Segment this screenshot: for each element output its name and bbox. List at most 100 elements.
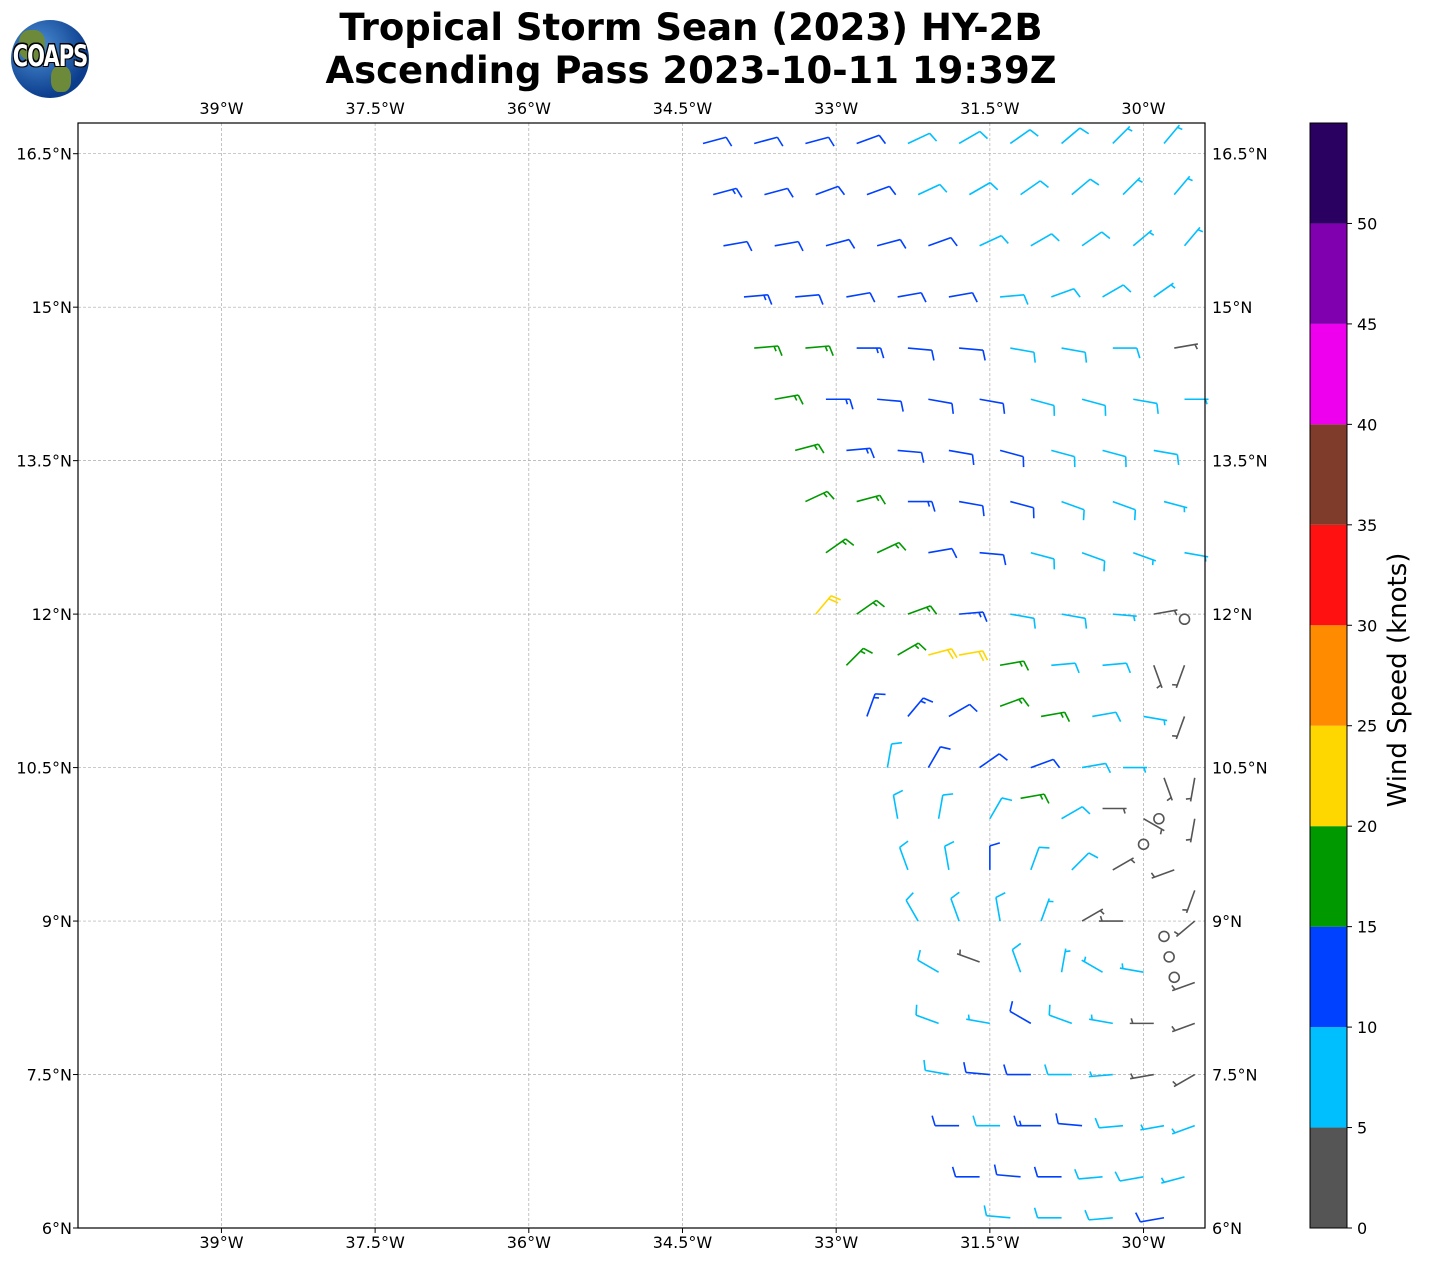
wind-barb bbox=[1172, 1073, 1196, 1088]
barb-staff bbox=[1140, 1124, 1165, 1131]
wind-barb bbox=[1153, 282, 1176, 298]
wind-barb bbox=[805, 136, 835, 147]
wind-barb bbox=[764, 187, 794, 198]
wind-barb bbox=[907, 132, 938, 145]
barb-half-tick bbox=[1197, 228, 1204, 233]
wind-barb bbox=[1030, 846, 1050, 871]
barb-staff bbox=[877, 398, 902, 403]
barb-half-tick bbox=[1171, 984, 1176, 991]
barb-full-tick bbox=[828, 598, 839, 604]
wind-barb bbox=[1163, 951, 1175, 963]
wind-barb bbox=[866, 693, 886, 717]
barb-staff bbox=[1030, 847, 1040, 871]
colorbar-segment bbox=[1310, 323, 1347, 425]
lat-tick-label-left: 13.5°N bbox=[16, 452, 72, 471]
barb-full-tick bbox=[1084, 618, 1088, 629]
wind-barb bbox=[1172, 664, 1186, 689]
wind-barb bbox=[1074, 1168, 1103, 1180]
barb-half-tick bbox=[1018, 1120, 1022, 1126]
barb-staff bbox=[1143, 715, 1168, 722]
wind-barb bbox=[1171, 1022, 1196, 1033]
barb-full-tick bbox=[915, 1004, 918, 1016]
barb-half-tick bbox=[1166, 796, 1172, 802]
barb-staff bbox=[846, 291, 871, 298]
wind-barb bbox=[866, 185, 897, 196]
lat-tick-label-right: 15°N bbox=[1212, 298, 1252, 317]
wind-barb bbox=[1163, 124, 1183, 144]
barb-half-tick bbox=[1122, 808, 1126, 814]
wind-barb bbox=[897, 291, 927, 303]
wind-barb bbox=[1143, 715, 1168, 726]
wind-barb bbox=[1112, 613, 1137, 622]
wind-barb bbox=[1010, 347, 1036, 363]
barb-staff bbox=[866, 693, 876, 717]
wind-barb bbox=[1081, 956, 1103, 973]
lat-tick-label-right: 9°N bbox=[1212, 912, 1242, 931]
axis-ticks: 39°W 39°W 37.5°W 37.5°W 36°W 36°W 34.5°W 34.5°W… bbox=[16, 99, 1267, 1252]
barb-full-tick bbox=[1081, 806, 1091, 815]
barb-staff bbox=[1163, 124, 1181, 144]
barb-staff bbox=[1030, 398, 1055, 407]
barb-staff bbox=[805, 136, 829, 145]
plot-frame bbox=[78, 123, 1205, 1228]
wind-barb bbox=[1084, 1209, 1113, 1221]
wind-barb bbox=[1173, 175, 1193, 196]
barb-staff bbox=[805, 490, 828, 503]
wind-barb bbox=[1183, 226, 1204, 247]
barb-staff bbox=[989, 797, 1003, 820]
wind-barb bbox=[805, 345, 834, 356]
plot-border bbox=[77, 122, 1206, 1229]
wind-barb bbox=[1163, 777, 1173, 802]
wind-barb bbox=[846, 291, 876, 303]
lat-tick-label-right: 7.5°N bbox=[1212, 1066, 1257, 1085]
barb-full-tick bbox=[947, 649, 954, 660]
barb-staff bbox=[1078, 1176, 1103, 1180]
barb-staff bbox=[702, 136, 727, 145]
wind-barb bbox=[1020, 793, 1050, 804]
wind-barb bbox=[1143, 818, 1165, 835]
wind-barb bbox=[1129, 1073, 1154, 1080]
barb-full-tick bbox=[1033, 618, 1036, 629]
barb-staff bbox=[958, 500, 983, 507]
wind-barb bbox=[1051, 449, 1076, 468]
calm-circle bbox=[1178, 613, 1191, 626]
wind-barb bbox=[928, 398, 955, 414]
wind-barb bbox=[1153, 664, 1163, 689]
barb-staff bbox=[1175, 920, 1196, 938]
barb-half-tick bbox=[763, 294, 767, 301]
wind-barb bbox=[931, 1115, 960, 1127]
barb-full-tick bbox=[982, 350, 986, 361]
lon-tick-label-bottom: 37.5°W bbox=[345, 1233, 405, 1252]
barb-full-tick bbox=[1133, 509, 1137, 521]
barb-full-tick bbox=[920, 452, 925, 463]
barb-full-tick bbox=[1055, 1113, 1059, 1124]
wind-barb bbox=[856, 347, 885, 359]
barb-full-tick bbox=[1063, 711, 1071, 722]
wind-barb bbox=[876, 541, 907, 554]
barb-staff bbox=[905, 899, 919, 922]
barb-half-tick bbox=[1171, 1025, 1176, 1032]
colorbar-tick-label: 10 bbox=[1357, 1018, 1377, 1037]
barb-full-tick bbox=[1104, 763, 1112, 774]
barb-staff bbox=[966, 1018, 990, 1025]
wind-barb bbox=[815, 594, 842, 615]
barb-full-tick bbox=[1009, 1001, 1014, 1012]
lat-tick-label-left: 12°N bbox=[32, 605, 72, 624]
barb-full-tick bbox=[929, 132, 938, 142]
barb-full-tick bbox=[1089, 178, 1100, 186]
colorbar-segment bbox=[1310, 725, 1347, 827]
wind-barb bbox=[1168, 971, 1181, 984]
barb-half-tick bbox=[1159, 829, 1163, 835]
barb-staff bbox=[1051, 662, 1076, 667]
barb-half-tick bbox=[822, 492, 828, 498]
barb-full-tick bbox=[1048, 1004, 1051, 1016]
barb-staff bbox=[1061, 806, 1083, 820]
wind-barb bbox=[795, 294, 824, 305]
barb-half-tick bbox=[927, 501, 931, 507]
wind-barb bbox=[959, 347, 986, 361]
barb-staff bbox=[927, 746, 942, 768]
wind-barb bbox=[825, 538, 855, 554]
wind-barb bbox=[1081, 398, 1107, 416]
barb-staff bbox=[1061, 347, 1086, 354]
barb-full-tick bbox=[1039, 180, 1049, 188]
